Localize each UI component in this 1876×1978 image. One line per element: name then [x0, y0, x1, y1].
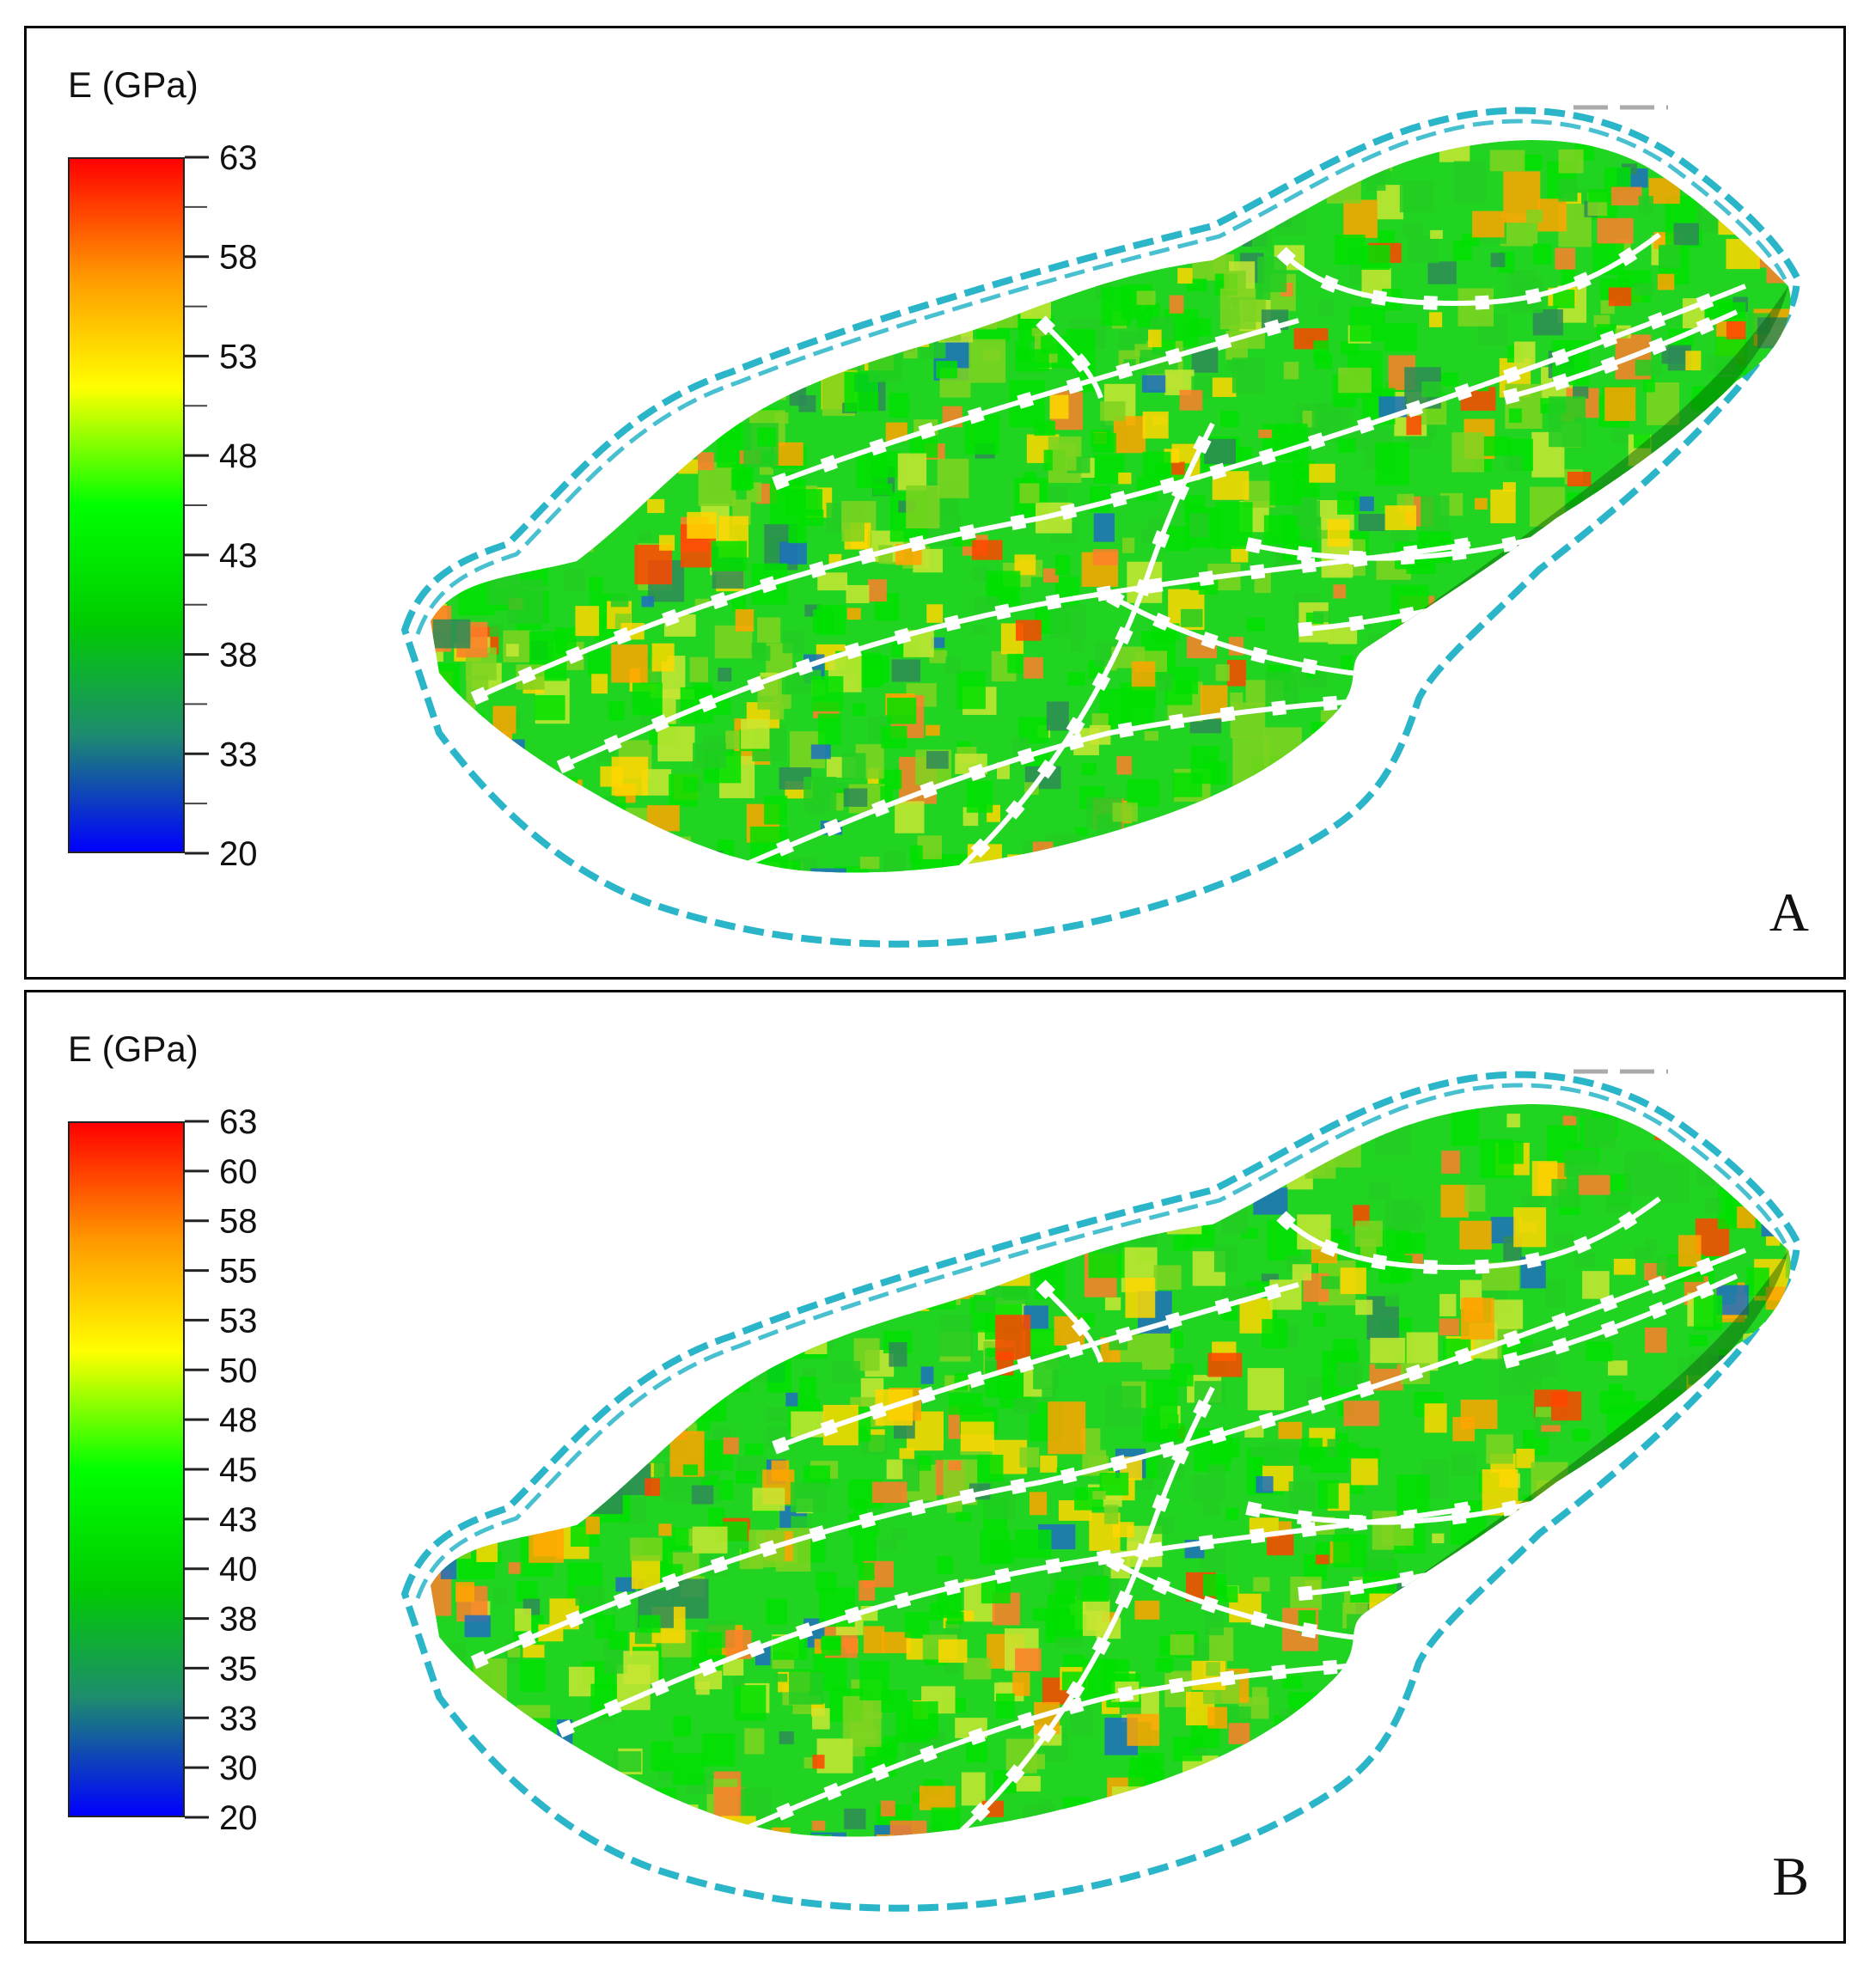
colorbar-title: E (GPa)	[68, 1029, 199, 1069]
grain-boundary-marker	[470, 1243, 1748, 1670]
boundary-outline	[415, 1083, 1787, 1599]
colorbar-tick-label: 58	[219, 239, 258, 277]
grain-boundary-marker	[1503, 1269, 1740, 1369]
grain-boundary-marker	[1245, 503, 1628, 565]
colorbar-tick-label: 38	[219, 1601, 258, 1639]
grain-boundary-marker	[1106, 1554, 1488, 1652]
grain-boundary-marker	[470, 279, 1748, 705]
colorbar-tick-label: 33	[219, 1700, 258, 1737]
colorbar-tick-label: 53	[219, 338, 258, 375]
grain-boundary-marker	[932, 1384, 1219, 1837]
boundary-outline	[400, 1071, 1801, 1912]
grain-boundary-marker	[772, 314, 1301, 491]
grain-boundary-marker	[1036, 315, 1108, 400]
colorbar-tick-label: 45	[219, 1451, 258, 1489]
colorbar-ticks: 63 60 58 55 53 50 48 45 43 40 38 35 33 30 20	[185, 1103, 258, 1837]
panel-label: A	[1769, 882, 1809, 943]
colorbar-title: E (GPa)	[68, 64, 199, 105]
modulus-map	[400, 1069, 1801, 1912]
colorbar-tick-label: 33	[219, 736, 258, 773]
colorbar-tick-label: 35	[219, 1650, 258, 1688]
colorbar-tick-label: 50	[219, 1352, 258, 1389]
colorbar-tick-label: 20	[219, 835, 258, 873]
colorbar-gradient	[68, 157, 185, 853]
colorbar-tick-label: 63	[219, 139, 258, 177]
colorbar-tick-label: 55	[219, 1253, 258, 1291]
colorbar-gradient	[68, 1121, 185, 1817]
grain-boundary-marker	[932, 420, 1219, 873]
panel-label: B	[1772, 1846, 1809, 1907]
boundary-outline	[400, 107, 1801, 948]
grain-boundary-line	[1279, 232, 1661, 307]
colorbar-ticks: 63 58 53 48 43 38 33 20	[185, 139, 258, 873]
colorbar-tick-label: 48	[219, 1401, 258, 1439]
grain-boundary-marker	[1036, 1279, 1108, 1364]
colorbar-tick-label: 40	[219, 1551, 258, 1589]
boundary-outline	[415, 119, 1787, 635]
colorbar-tick-label: 43	[219, 537, 258, 575]
grain-boundary-marker	[1245, 1467, 1628, 1529]
colorbar-tick-label: 38	[219, 637, 258, 675]
panel-a: E (GPa) 63 58 53 48 43 38 33 20 A	[24, 26, 1846, 980]
panel-b: E (GPa) 63 60 58 55 53 50 48 45 43 40 38 35 33 30 20 B	[24, 990, 1846, 1944]
grain-boundary-marker	[772, 1278, 1301, 1455]
modulus-map	[400, 105, 1801, 948]
colorbar-tick-label: 30	[219, 1749, 258, 1787]
colorbar-tick-label: 58	[219, 1203, 258, 1241]
colorbar-tick-label: 48	[219, 437, 258, 475]
grain-boundary-marker	[1503, 305, 1740, 405]
colorbar-tick-label: 43	[219, 1501, 258, 1539]
colorbar-tick-label: 63	[219, 1103, 258, 1141]
grain-boundary-line	[1279, 1196, 1661, 1271]
grain-boundary-marker	[1106, 589, 1488, 688]
colorbar-tick-label: 60	[219, 1153, 258, 1191]
colorbar-tick-label: 20	[219, 1799, 258, 1837]
colorbar-tick-label: 53	[219, 1302, 258, 1340]
